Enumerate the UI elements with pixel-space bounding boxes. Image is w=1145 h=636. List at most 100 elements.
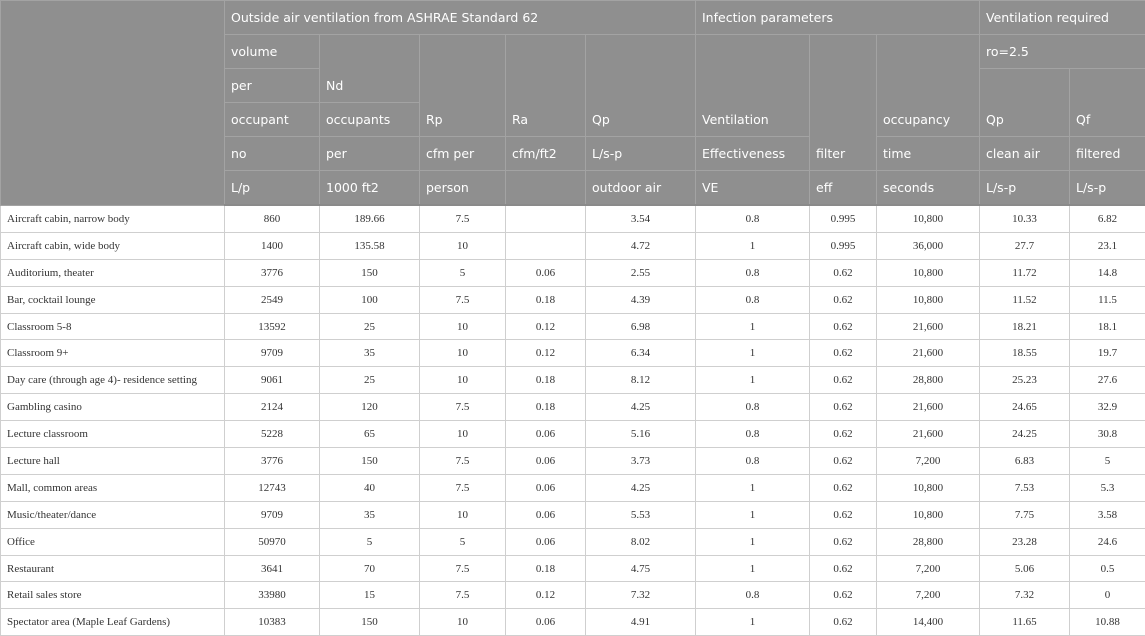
value-cell: 7.5 [420, 286, 506, 313]
value-cell: 27.6 [1070, 367, 1145, 394]
value-cell: 0.62 [810, 448, 877, 475]
value-cell: 0.995 [810, 205, 877, 232]
value-cell: 1 [696, 609, 810, 636]
value-cell: 10 [420, 313, 506, 340]
value-cell: 10,800 [877, 259, 980, 286]
value-cell: 28,800 [877, 528, 980, 555]
value-cell: 7.5 [420, 555, 506, 582]
value-cell: 0.06 [506, 474, 586, 501]
value-cell: 0.62 [810, 421, 877, 448]
value-cell: 0.12 [506, 313, 586, 340]
header-qf-3: L/s-p [1070, 171, 1145, 206]
value-cell: 7.5 [420, 474, 506, 501]
header-filter-2: eff [810, 171, 877, 206]
value-cell: 5.3 [1070, 474, 1145, 501]
value-cell: 0.06 [506, 421, 586, 448]
value-cell: 10,800 [877, 501, 980, 528]
space-type-cell: Day care (through age 4)- residence sett… [1, 367, 225, 394]
space-type-cell: Auditorium, theater [1, 259, 225, 286]
value-cell [506, 205, 586, 232]
value-cell: 35 [320, 501, 420, 528]
value-cell: 50970 [225, 528, 320, 555]
header-ve-3: VE [696, 171, 810, 206]
header-blank [1, 1, 225, 206]
header-ro: ro=2.5 [980, 35, 1145, 69]
value-cell: 0.8 [696, 421, 810, 448]
value-cell: 10 [420, 340, 506, 367]
value-cell: 0.18 [506, 394, 586, 421]
header-volume-3: occupant [225, 103, 320, 137]
table-header: Outside air ventilation from ASHRAE Stan… [1, 1, 1145, 206]
value-cell: 0 [1070, 582, 1145, 609]
value-cell: 1 [696, 367, 810, 394]
value-cell: 7,200 [877, 582, 980, 609]
value-cell: 7.75 [980, 501, 1070, 528]
value-cell: 35 [320, 340, 420, 367]
header-ve-2: Effectiveness [696, 137, 810, 171]
value-cell: 6.98 [586, 313, 696, 340]
value-cell: 9709 [225, 501, 320, 528]
header-filter: filter [810, 35, 877, 171]
value-cell: 10 [420, 501, 506, 528]
space-type-cell: Aircraft cabin, narrow body [1, 205, 225, 232]
value-cell: 0.62 [810, 259, 877, 286]
value-cell: 10383 [225, 609, 320, 636]
value-cell: 21,600 [877, 313, 980, 340]
value-cell: 0.8 [696, 448, 810, 475]
space-type-cell: Lecture classroom [1, 421, 225, 448]
value-cell: 7.32 [980, 582, 1070, 609]
value-cell: 70 [320, 555, 420, 582]
space-type-cell: Gambling casino [1, 394, 225, 421]
header-qp-clean: Qp [980, 69, 1070, 137]
value-cell: 0.62 [810, 609, 877, 636]
value-cell: 21,600 [877, 394, 980, 421]
value-cell: 5 [320, 528, 420, 555]
value-cell: 10.88 [1070, 609, 1145, 636]
value-cell: 860 [225, 205, 320, 232]
value-cell: 0.995 [810, 232, 877, 259]
space-type-cell: Classroom 5-8 [1, 313, 225, 340]
space-type-cell: Lecture hall [1, 448, 225, 475]
value-cell: 0.06 [506, 501, 586, 528]
value-cell: 0.62 [810, 394, 877, 421]
value-cell: 0.06 [506, 259, 586, 286]
value-cell: 0.62 [810, 286, 877, 313]
space-type-cell: Retail sales store [1, 582, 225, 609]
value-cell: 7.5 [420, 394, 506, 421]
value-cell: 2.55 [586, 259, 696, 286]
value-cell: 1 [696, 528, 810, 555]
value-cell: 8.12 [586, 367, 696, 394]
header-qp-clean-2: clean air [980, 137, 1070, 171]
value-cell: 27.7 [980, 232, 1070, 259]
value-cell: 3776 [225, 259, 320, 286]
value-cell: 100 [320, 286, 420, 313]
value-cell: 189.66 [320, 205, 420, 232]
value-cell: 5 [420, 259, 506, 286]
value-cell: 0.62 [810, 474, 877, 501]
value-cell: 0.06 [506, 528, 586, 555]
value-cell: 10.33 [980, 205, 1070, 232]
header-occupancy-3: seconds [877, 171, 980, 206]
value-cell: 9061 [225, 367, 320, 394]
value-cell: 0.5 [1070, 555, 1145, 582]
value-cell: 21,600 [877, 421, 980, 448]
value-cell: 11.5 [1070, 286, 1145, 313]
value-cell: 0.12 [506, 340, 586, 367]
value-cell: 2549 [225, 286, 320, 313]
header-qp-3: outdoor air [586, 171, 696, 206]
value-cell: 0.8 [696, 259, 810, 286]
value-cell: 32.9 [1070, 394, 1145, 421]
value-cell: 3.58 [1070, 501, 1145, 528]
value-cell: 1400 [225, 232, 320, 259]
header-rp-2: cfm per [420, 137, 506, 171]
value-cell: 6.82 [1070, 205, 1145, 232]
value-cell: 3776 [225, 448, 320, 475]
value-cell: 0.62 [810, 367, 877, 394]
value-cell: 150 [320, 609, 420, 636]
